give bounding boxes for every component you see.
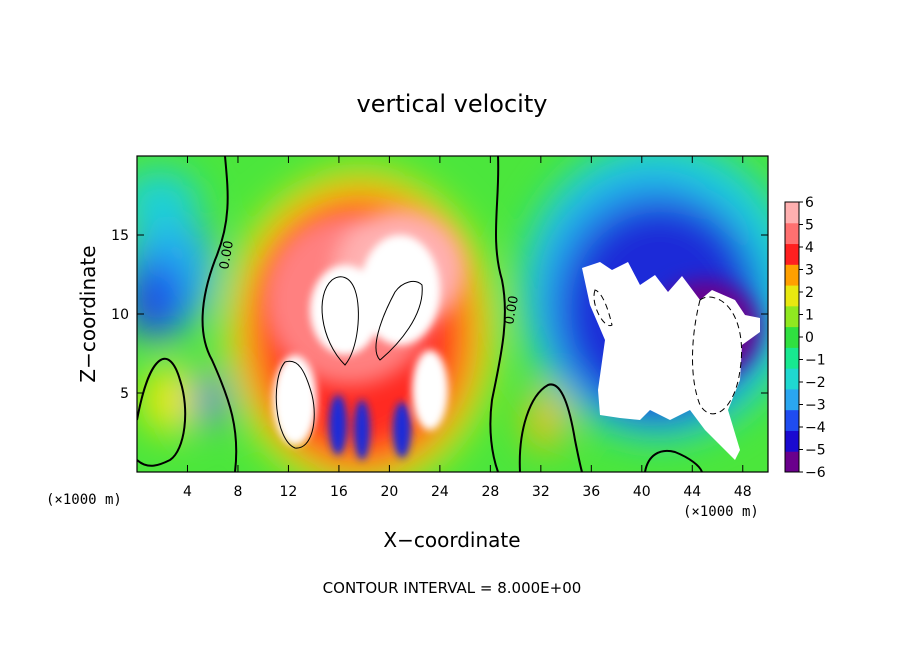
- colorbar-tick-label: −4: [805, 420, 826, 436]
- colorbar-swatch: [785, 409, 799, 431]
- chart-title: vertical velocity: [357, 90, 548, 118]
- x-axis-ticks: 4 8 12 16 20 24 28 32 36 40 44 48: [183, 156, 752, 500]
- zero-contour-west: [201, 156, 238, 472]
- x-tick-label: 16: [330, 484, 348, 500]
- contour-8-west: [275, 360, 315, 449]
- contour-neg-dashed: [692, 296, 743, 415]
- colorbar-tick-label: 0: [805, 330, 814, 346]
- x-axis-label: X−coordinate: [383, 528, 520, 552]
- y-tick-label: 5: [120, 386, 129, 402]
- heatmap-field: [137, 156, 768, 472]
- colorbar-swatch: [785, 326, 799, 348]
- colorbar-swatch: [785, 388, 799, 411]
- colorbar-swatch: [785, 202, 799, 224]
- colorbar: 6 5 4 3 2 1 0 −1 −2 −3 −4 −5 −6: [784, 195, 826, 481]
- contour-neg-dashed-2: [593, 289, 613, 327]
- contour-8-centre: [321, 276, 359, 366]
- x-tick-label: 4: [183, 484, 192, 500]
- y-tick-label: 10: [111, 307, 129, 323]
- colorbar-swatch: [785, 222, 799, 245]
- colorbar-swatch: [785, 347, 799, 369]
- colorbar-tick-label: −6: [805, 465, 826, 481]
- x-tick-label: 48: [734, 484, 752, 500]
- colorbar-tick-label: −1: [805, 353, 826, 369]
- contour-8-east: [375, 281, 423, 361]
- contour-interval-note: CONTOUR INTERVAL = 8.000E+00: [323, 579, 582, 597]
- colorbar-swatch: [785, 243, 799, 265]
- x-tick-label: 20: [380, 484, 398, 500]
- zero-contour-label-centre: 0.00: [502, 295, 522, 326]
- colorbar-swatch: [785, 368, 799, 390]
- downdraft-white-region: [582, 262, 760, 460]
- colorbar-swatch: [785, 264, 799, 286]
- x-tick-label: 44: [683, 484, 701, 500]
- contour-west-blob: [137, 357, 187, 467]
- colorbar-tick-label: 5: [805, 218, 814, 234]
- x-tick-label: 28: [481, 484, 499, 500]
- x-tick-label: 40: [633, 484, 651, 500]
- x-tick-label: 8: [233, 484, 242, 500]
- colorbar-tick-label: −5: [805, 443, 826, 459]
- x-tick-label: 12: [280, 484, 298, 500]
- colorbar-swatch: [785, 305, 799, 328]
- contour-east-blob: [518, 383, 583, 472]
- colorbar-tick-label: 4: [805, 240, 814, 256]
- colorbar-swatch: [785, 430, 799, 452]
- colorbar-tick-label: −2: [805, 375, 826, 391]
- x-unit-label-left: (×1000 m): [46, 492, 122, 508]
- x-tick-label: 32: [532, 484, 550, 500]
- contour-bottom-right: [644, 450, 703, 472]
- y-tick-label: 15: [111, 228, 129, 244]
- colorbar-swatch: [785, 285, 799, 307]
- colorbar-swatch: [785, 451, 799, 473]
- colorbar-tick-label: 3: [805, 263, 814, 279]
- colorbar-tick-label: 6: [805, 195, 814, 211]
- colorbar-tick-label: 2: [805, 285, 814, 301]
- y-axis-ticks: 5 10 15: [111, 228, 768, 402]
- colorbar-tick-label: −3: [805, 398, 826, 414]
- y-axis-label: Z−coordinate: [76, 245, 100, 382]
- contour-lines: [137, 156, 743, 472]
- x-tick-label: 24: [431, 484, 449, 500]
- colorbar-tick-label: 1: [805, 308, 814, 324]
- x-tick-label: 36: [582, 484, 600, 500]
- x-unit-label-right: (×1000 m): [683, 504, 759, 520]
- zero-contour-centre: [489, 156, 506, 472]
- zero-contour-label-west: 0.00: [217, 240, 237, 271]
